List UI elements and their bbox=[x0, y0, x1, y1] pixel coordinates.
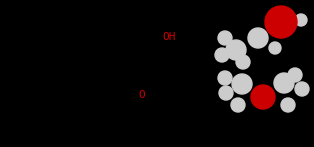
Circle shape bbox=[215, 48, 229, 62]
Circle shape bbox=[231, 98, 245, 112]
Circle shape bbox=[232, 74, 252, 94]
Circle shape bbox=[288, 68, 302, 82]
Circle shape bbox=[218, 31, 232, 45]
Circle shape bbox=[248, 28, 268, 48]
Circle shape bbox=[226, 40, 246, 60]
Circle shape bbox=[251, 85, 275, 109]
Text: O: O bbox=[138, 90, 145, 100]
Circle shape bbox=[269, 42, 281, 54]
Circle shape bbox=[218, 71, 232, 85]
Circle shape bbox=[265, 6, 297, 38]
Circle shape bbox=[274, 73, 294, 93]
Circle shape bbox=[281, 98, 295, 112]
Text: OH: OH bbox=[162, 32, 176, 42]
Circle shape bbox=[219, 86, 233, 100]
Circle shape bbox=[236, 55, 250, 69]
Circle shape bbox=[295, 14, 307, 26]
Circle shape bbox=[295, 82, 309, 96]
